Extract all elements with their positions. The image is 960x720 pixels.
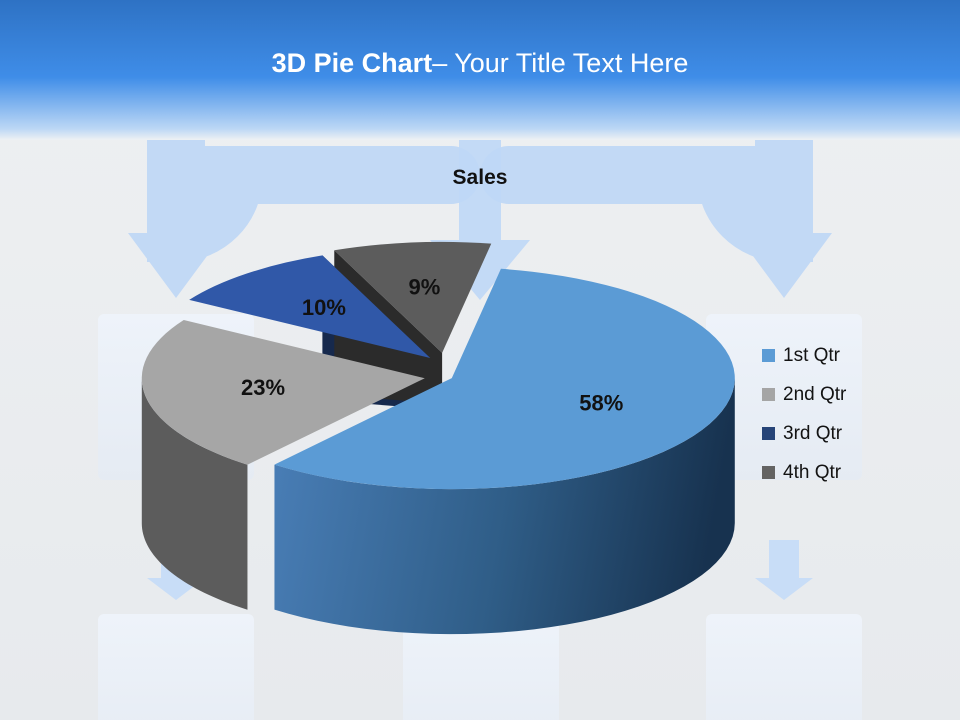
svg-text:10%: 10% — [302, 295, 346, 320]
svg-text:9%: 9% — [409, 275, 441, 300]
svg-text:58%: 58% — [579, 391, 623, 416]
svg-text:23%: 23% — [241, 375, 285, 400]
